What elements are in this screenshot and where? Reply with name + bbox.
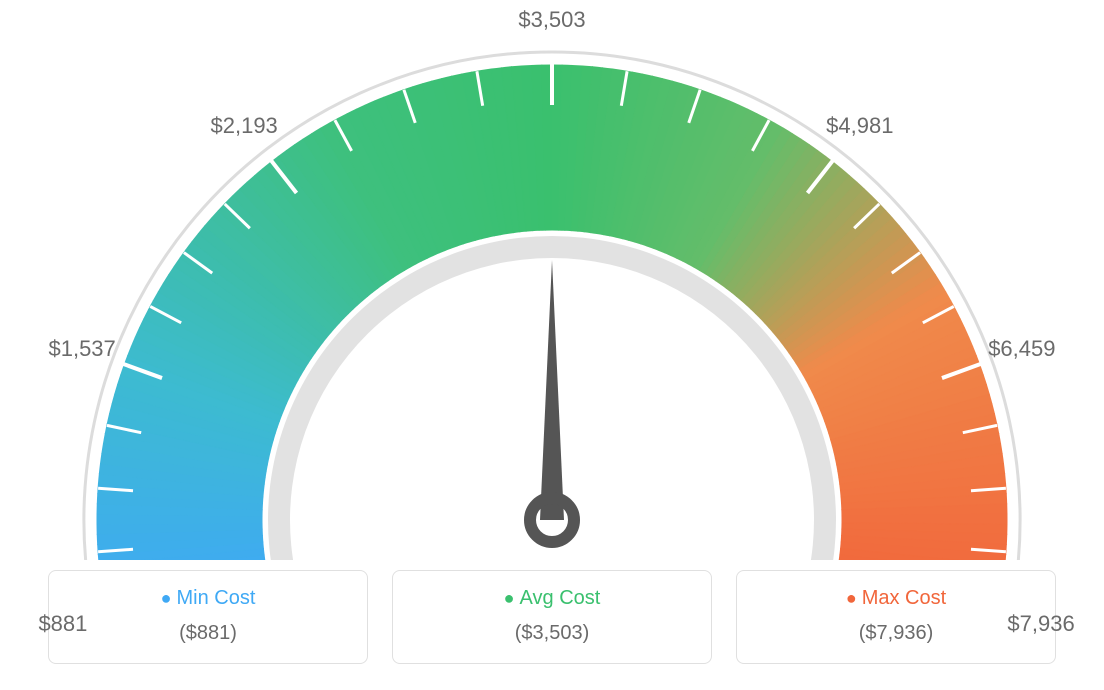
gauge-scale-label: $7,936 (1007, 611, 1074, 637)
gauge-scale-label: $1,537 (48, 336, 115, 362)
legend-label-max: Max Cost (737, 587, 1055, 610)
legend-card-avg: Avg Cost ($3,503) (392, 570, 712, 664)
gauge-scale-label: $6,459 (988, 336, 1055, 362)
legend-card-min: Min Cost ($881) (48, 570, 368, 664)
legend-value-min: ($881) (49, 622, 367, 645)
legend-row: Min Cost ($881) Avg Cost ($3,503) Max Co… (0, 570, 1104, 664)
legend-label-avg: Avg Cost (393, 587, 711, 610)
legend-value-avg: ($3,503) (393, 622, 711, 645)
cost-gauge-chart: $881$1,537$2,193$3,503$4,981$6,459$7,936 (0, 0, 1104, 560)
gauge-svg (0, 0, 1104, 560)
gauge-scale-label: $3,503 (518, 7, 585, 33)
gauge-scale-label: $881 (38, 611, 87, 637)
gauge-scale-label: $4,981 (826, 113, 893, 139)
legend-label-min: Min Cost (49, 587, 367, 610)
gauge-scale-label: $2,193 (211, 113, 278, 139)
